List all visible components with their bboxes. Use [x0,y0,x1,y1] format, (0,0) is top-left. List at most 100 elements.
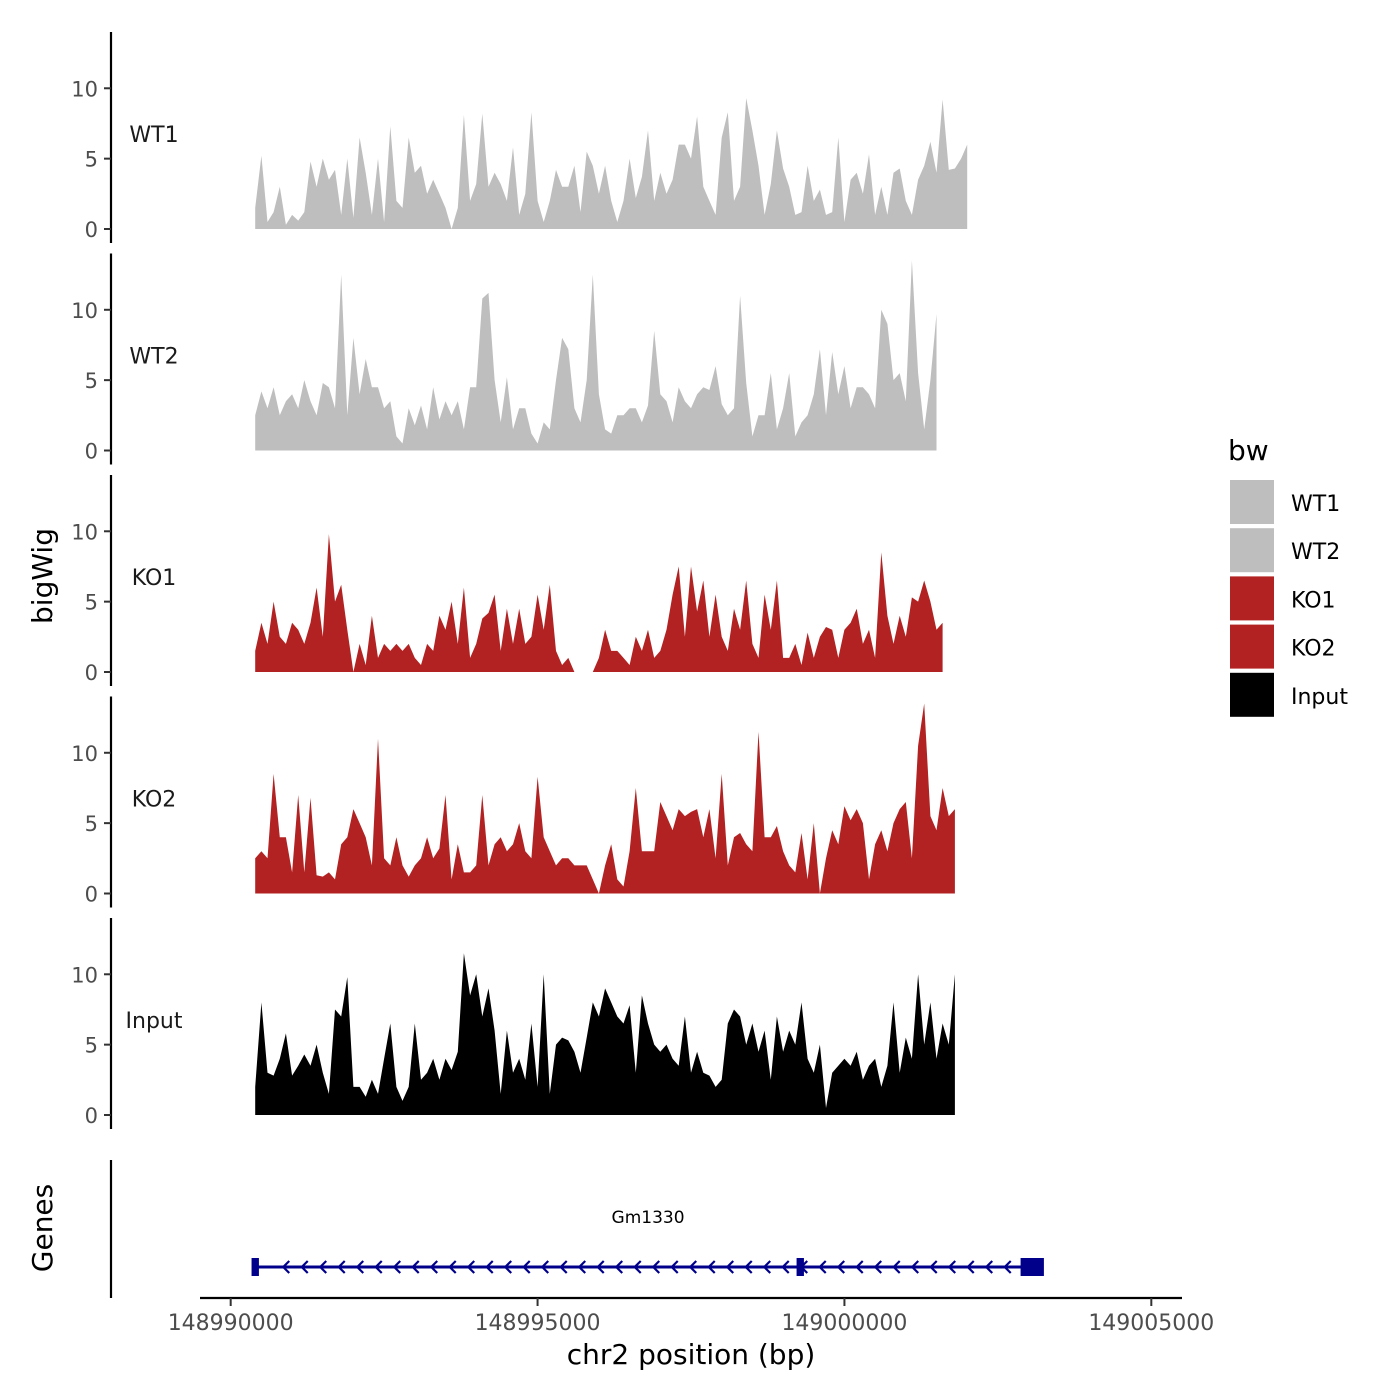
strand-arrow [762,1260,772,1274]
track-panels: 0 5 10 WT1 0 5 10 WT2 0 5 10 KO1 0 5 10 KO2 0 5 10 Input [71,32,968,1129]
strand-arrow [503,1260,513,1274]
strand-arrow [836,1260,846,1274]
track-wt1: 0 5 10 WT1 [71,32,968,243]
y-tick-label: 5 [85,812,98,836]
legend-label: WT1 [1291,492,1340,517]
strand-arrow [466,1260,476,1274]
track-label: WT1 [129,123,178,148]
signal-area-wt2 [255,260,937,451]
strand-arrow [614,1260,624,1274]
strand-arrow [559,1260,568,1274]
strand-arrow [892,1260,901,1274]
track-label: KO1 [132,566,177,591]
y-tick-label: 10 [71,299,98,323]
strand-arrow [910,1260,920,1274]
strand-arrow [873,1260,883,1274]
strand-arrow [281,1260,291,1274]
x-tick-label: 148990000 [168,1311,294,1336]
strand-arrow [411,1260,420,1274]
legend-label: KO1 [1291,588,1336,613]
legend-swatch [1230,528,1274,573]
track-wt2: 0 5 10 WT2 [71,253,937,465]
gene-exon [1020,1258,1044,1276]
legend-swatch [1230,480,1274,524]
legend-item-input: Input [1230,672,1348,717]
strand-arrow [355,1260,365,1274]
track-label: WT2 [129,345,178,370]
strand-arrow [392,1260,402,1274]
legend-label: Input [1291,685,1348,710]
strand-arrow [374,1260,383,1274]
y-tick-label: 10 [71,742,98,766]
y-tick-label: 10 [71,77,98,101]
strand-arrow [781,1260,790,1274]
y-tick-label: 0 [85,440,98,464]
signal-area-ko2 [255,703,955,894]
strand-arrow [522,1260,531,1274]
strand-arrow [688,1260,698,1274]
strand-arrow [947,1260,957,1274]
x-tick-label: 149000000 [781,1311,907,1336]
legend-item-ko1: KO1 [1230,576,1336,621]
legend-swatch [1230,576,1274,621]
legend-swatch [1230,672,1274,717]
strand-arrow [337,1260,346,1274]
x-tick-label: 148995000 [475,1311,601,1336]
strand-arrow [429,1260,439,1274]
x-axis-title: chr2 position (bp) [567,1338,816,1371]
strand-arrow [725,1260,735,1274]
x-tick-label: 149005000 [1088,1311,1214,1336]
y-axis-title: bigWig [26,528,59,624]
gene-model: Gm1330 [251,1208,1044,1276]
y-tick-label: 5 [85,369,98,393]
track-label: Input [126,1009,183,1034]
strand-arrow [485,1260,494,1274]
legend: bw WT1 WT2 KO1 KO2 Input [1228,434,1348,717]
legend-item-ko2: KO2 [1230,624,1336,669]
signal-area-ko1 [255,534,943,672]
strand-arrow [1003,1260,1012,1274]
track-input: 0 5 10 Input [71,918,955,1129]
track-label: KO2 [132,788,177,813]
strand-arrow [670,1260,679,1274]
x-axis: 148990000 148995000 149000000 149005000 chr… [168,1296,1214,1371]
legend-item-wt1: WT1 [1230,480,1340,524]
strand-arrow [707,1260,716,1274]
legend-item-wt2: WT2 [1230,528,1340,573]
strand-arrow [651,1260,661,1274]
genes-panel: Gm1330 [109,1160,1044,1298]
y-tick-label: 5 [85,1034,98,1058]
strand-arrow [929,1260,938,1274]
y-tick-label: 0 [85,883,98,907]
gene-label: Gm1330 [612,1208,685,1228]
y-tick-label: 0 [85,1104,98,1128]
track-ko2: 0 5 10 KO2 [71,696,955,908]
legend-label: WT2 [1291,540,1340,565]
legend-label: KO2 [1291,637,1336,662]
strand-arrow [596,1260,605,1274]
strand-arrow [577,1260,587,1274]
legend-title: bw [1228,434,1269,467]
strand-arrow [744,1260,753,1274]
track-ko1: 0 5 10 KO1 [71,475,943,686]
gene-exon [251,1258,259,1276]
strand-arrow [540,1260,550,1274]
y-tick-label: 0 [85,218,98,242]
y-tick-label: 0 [85,661,98,685]
strand-arrow [633,1260,642,1274]
gene-exon [796,1258,804,1276]
y-tick-label: 5 [85,148,98,172]
y-tick-label: 10 [71,520,98,544]
y-tick-label: 10 [71,963,98,987]
genes-axis-title: Genes [26,1184,59,1272]
strand-arrow [318,1260,328,1274]
strand-arrow [855,1260,864,1274]
strand-arrow [300,1260,309,1274]
y-tick-label: 5 [85,591,98,615]
strand-arrow [448,1260,457,1274]
strand-arrow [966,1260,975,1274]
strand-arrow [984,1260,994,1274]
strand-arrow [818,1260,827,1274]
signal-area-wt1 [255,98,968,229]
